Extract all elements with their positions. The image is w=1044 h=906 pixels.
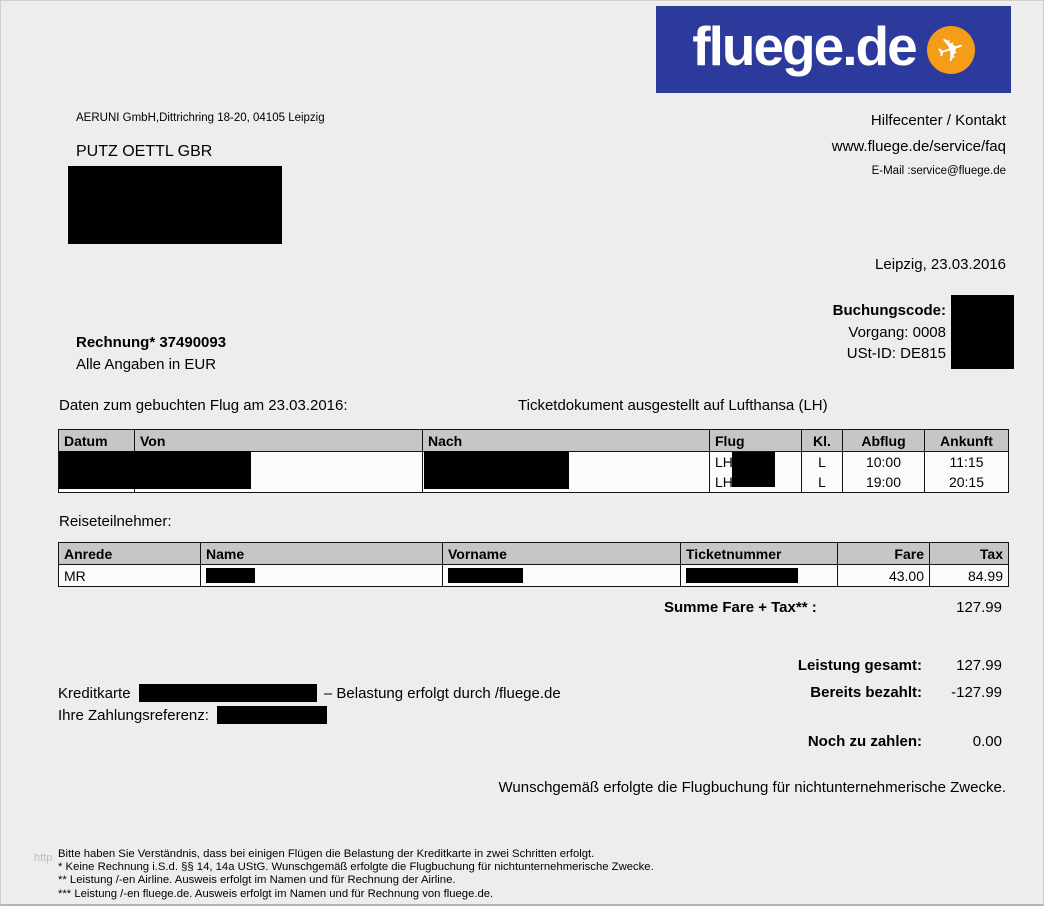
booking-ustid: USt-ID: DE815: [846, 345, 946, 362]
watermark-http: http: [34, 852, 53, 864]
redaction-passenger-name: [206, 567, 255, 583]
cell-tax: 84.99: [929, 564, 1009, 587]
cell-abflug: 10:00: [842, 451, 925, 472]
logo-wordmark: fluege.de: [692, 15, 917, 77]
contact-url: www.fluege.de/service/faq: [831, 138, 1006, 155]
noch-zu-zahlen-value: 0.00: [972, 733, 1002, 750]
bereits-bezahlt-value: -127.99: [951, 684, 1002, 701]
contact-block: Hilfecenter / Kontakt www.fluege.de/serv…: [832, 108, 1006, 178]
invoice-number: Rechnung* 37490093: [76, 334, 227, 351]
col-anrede: Anrede: [58, 542, 201, 565]
footnote-line: ** Leistung /-en Airline. Ausweis erfolg…: [58, 874, 456, 887]
footnotes: Bitte haben Sie Verständnis, dass bei ei…: [58, 848, 654, 901]
col-name: Name: [200, 542, 443, 565]
booking-code-label: Buchungscode:: [832, 302, 946, 319]
cell-abflug: 19:00: [842, 472, 925, 493]
bereits-bezahlt-label: Bereits bezahlt:: [810, 684, 922, 701]
plane-icon: ✈: [926, 25, 975, 74]
redaction-passenger-vorname: [448, 567, 523, 583]
creditcard-prefix: Kreditkarte: [58, 685, 131, 702]
fluege-logo: fluege.de ✈: [656, 6, 1011, 93]
redaction-flight-from: [59, 451, 251, 489]
payment-reference-label: Ihre Zahlungsreferenz:: [58, 707, 209, 724]
recipient-name: PUTZ OETTL GBR: [76, 143, 213, 160]
cell-vorname: [442, 564, 681, 587]
currency-note: Alle Angaben in EUR: [76, 356, 217, 373]
footnote-line: Bitte haben Sie Verständnis, dass bei ei…: [58, 848, 595, 860]
footnote-line: *** Leistung /-en fluege.de. Ausweis erf…: [58, 887, 494, 900]
cell-ankunft: 20:15: [924, 472, 1009, 493]
cell-name: [200, 564, 443, 587]
redaction-flight-to: [424, 451, 569, 489]
booking-block: Buchungscode: Vorgang: 0008 USt-ID: DE81…: [833, 300, 946, 365]
redaction-payment-reference: [217, 706, 328, 724]
cell-ticketnummer: [680, 564, 838, 587]
col-datum: Datum: [58, 429, 135, 452]
cell-klasse: L: [801, 472, 843, 493]
contact-title: Hilfecenter / Kontakt: [870, 112, 1006, 129]
sum-fare-tax-label: Summe Fare + Tax** :: [664, 599, 817, 616]
col-von: Von: [134, 429, 423, 452]
redaction-ticket-number: [686, 567, 798, 583]
creditcard-line: Kreditkarte – Belastung erfolgt durch /f…: [58, 684, 561, 702]
col-fare: Fare: [837, 542, 930, 565]
col-nach: Nach: [422, 429, 710, 452]
redaction-recipient-address: [68, 166, 282, 244]
cell-anrede: MR: [58, 564, 201, 587]
place-date-line: Leipzig, 23.03.2016: [875, 256, 1006, 273]
col-ankunft: Ankunft: [924, 429, 1009, 452]
leistung-gesamt-label: Leistung gesamt:: [797, 657, 922, 674]
sum-fare-tax-value: 127.99: [956, 599, 1002, 616]
col-abflug: Abflug: [842, 429, 925, 452]
booking-vorgang: Vorgang: 0008: [848, 323, 946, 341]
sender-address-line: AERUNI GmbH,Dittrichring 18-20, 04105 Le…: [76, 112, 325, 124]
flight-table: Datum Von Nach Flug Kl. Abflug Ankunft L…: [58, 429, 1009, 493]
noch-zu-zahlen-label: Noch zu zahlen:: [807, 733, 922, 750]
col-vorname: Vorname: [442, 542, 681, 565]
redaction-flight-number: [732, 452, 775, 487]
col-klasse: Kl.: [801, 429, 843, 452]
payment-reference-line: Ihre Zahlungsreferenz:: [58, 706, 328, 724]
footnote-line: * Keine Rechnung i.S.d. §§ 14, 14a UStG.…: [58, 861, 654, 874]
passenger-table-header-row: Anrede Name Vorname Ticketnummer Fare Ta…: [58, 542, 1009, 565]
cell-klasse: L: [801, 451, 843, 472]
col-ticketnummer: Ticketnummer: [680, 542, 838, 565]
purpose-note: Wunschgemäß erfolgte die Flugbuchung für…: [498, 779, 1007, 796]
passenger-table: Anrede Name Vorname Ticketnummer Fare Ta…: [58, 542, 1009, 587]
leistung-gesamt-value: 127.99: [956, 657, 1002, 674]
passengers-heading: Reiseteilnehmer:: [59, 513, 172, 530]
contact-email: E-Mail :service@fluege.de: [871, 165, 1006, 177]
flight-data-heading: Daten zum gebuchten Flug am 23.03.2016:: [59, 397, 348, 414]
col-tax: Tax: [929, 542, 1009, 565]
redaction-card-number: [138, 684, 317, 702]
creditcard-suffix: – Belastung erfolgt durch /fluege.de: [323, 685, 561, 702]
ticket-document-heading: Ticketdokument ausgestellt auf Lufthansa…: [518, 397, 828, 414]
cell-fare: 43.00: [837, 564, 930, 587]
redaction-booking-code: [951, 295, 1014, 369]
cell-ankunft: 11:15: [924, 451, 1009, 472]
col-flug: Flug: [709, 429, 802, 452]
flight-table-header-row: Datum Von Nach Flug Kl. Abflug Ankunft: [58, 429, 1009, 452]
passenger-row: MR 43.00 84.99: [58, 564, 1009, 587]
